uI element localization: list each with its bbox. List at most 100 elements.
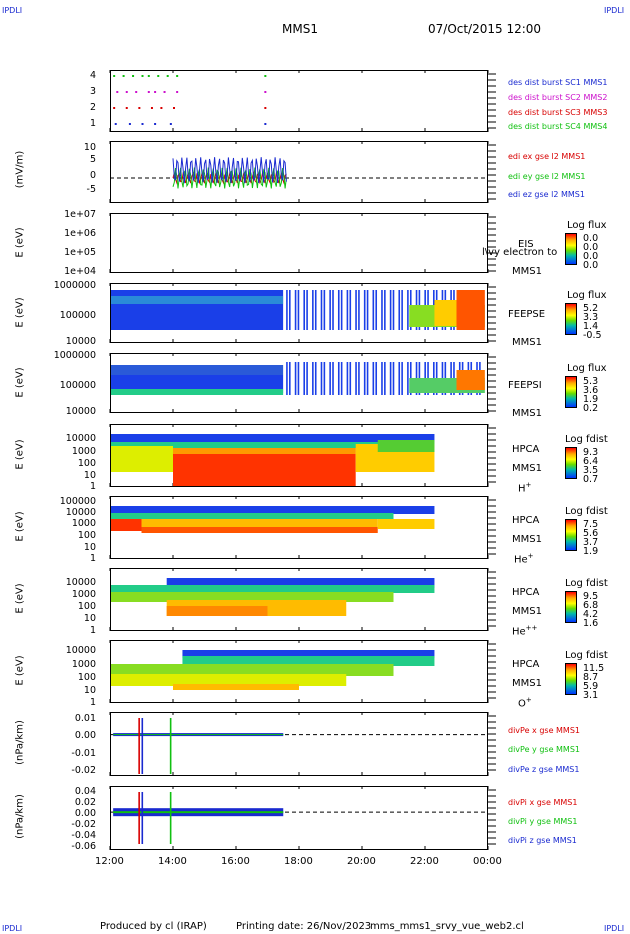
xtick-1400: 14:00 (158, 856, 187, 867)
xtick-2200: 22:00 (410, 856, 439, 867)
feepse-strip-13 (320, 290, 323, 330)
burst-point-1-6 (176, 91, 179, 93)
burst-point-1-1 (125, 91, 128, 93)
feepsi-strip-0 (283, 362, 285, 395)
hpca-o-instrument: HPCA (512, 659, 540, 670)
burst-point-3-0 (114, 123, 117, 125)
feepse-strip-20 (340, 290, 343, 330)
edi-ytick-m5: -5 (86, 184, 96, 195)
divpi-ytick-m004: -0.04 (71, 830, 96, 841)
hpca-hepp-band-lower (166, 606, 268, 616)
footer-produced-by: Produced by cl (IRAP) (100, 921, 207, 932)
hpca-hepp-band-cyan (111, 585, 435, 593)
feepsi-strip-30 (369, 362, 372, 395)
feepsi-cbar-v0: 5.3 (583, 376, 599, 387)
burst-point-2-2 (138, 107, 141, 109)
burst-ytick-4: 4 (89, 70, 96, 81)
hpca-o-cbar-v3: 3.1 (583, 690, 599, 701)
feepse-strip-31 (372, 290, 375, 330)
feepsi-strip-36 (386, 362, 389, 395)
edi-trace-1 (172, 167, 287, 189)
hpca-o-species: O+ (518, 696, 532, 709)
divpe-spike-2 (169, 718, 172, 774)
hpca-hepp-ytick-10000: 10000 (65, 577, 96, 588)
feepsi-instrument: FEEPSI (508, 380, 542, 391)
hpca-o-colorbar (565, 663, 577, 695)
feepsi-strip-21 (343, 362, 346, 395)
hpca-o-cbar-v0: 11.5 (583, 663, 605, 674)
burst-point-1-0 (116, 91, 119, 93)
hpca-he-ytick-1: 1 (89, 553, 96, 564)
eis-colorbar (565, 233, 577, 265)
feepsi-strip-16 (329, 362, 331, 395)
feepsi-strip-17 (332, 362, 334, 395)
eis-cbar-title: Log flux (567, 220, 607, 231)
burst-point-0-3 (141, 75, 144, 77)
feepsi-strip-3 (291, 362, 294, 395)
hpca-o-spacecraft: MMS1 (512, 678, 542, 689)
burst-point-2-0 (113, 107, 116, 109)
feepsi-strip-34 (381, 362, 383, 395)
hpca-h-ytick-100: 100 (77, 458, 96, 469)
hpca-h-cbar-v3: 0.7 (583, 474, 599, 485)
feepse-strip-1 (286, 290, 288, 330)
feepse-instrument: FEEPSE (508, 309, 546, 320)
feepsi-strip-40 (398, 362, 401, 395)
hpca-o-cbar-title: Log fdist (565, 650, 608, 661)
burst-point-0-0 (113, 75, 116, 77)
feepse-strip-19 (337, 290, 340, 330)
burst-point-1-5 (163, 91, 166, 93)
divpi-ytick-004: 0.04 (74, 786, 96, 797)
burst-point-0-4 (147, 75, 150, 77)
divpi-ytick-m002: -0.02 (71, 819, 96, 830)
feepsi-strip-22 (346, 362, 349, 395)
hpca-o-band-main (111, 674, 347, 686)
burst-point-1-7 (264, 91, 267, 93)
eis-cbar-v3: 0.0 (583, 260, 599, 271)
hpca-h-band-top (111, 434, 435, 442)
burst-ytick-1: 1 (89, 118, 96, 129)
feepsi-strip-41 (401, 362, 403, 395)
feepsi-cbar-v1: 3.6 (583, 385, 599, 396)
feepse-strip-32 (375, 290, 378, 330)
feepsi-strip-33 (378, 362, 380, 395)
xtick-1800: 18:00 (284, 856, 313, 867)
feepsi-strip-39 (395, 362, 398, 395)
eis-instrument: EIS (518, 239, 534, 250)
burst-point-0-5 (157, 75, 160, 77)
edi-trace-2 (172, 157, 287, 184)
hpca-hepp-ytick-100: 100 (77, 601, 96, 612)
feepsi-strip-43 (407, 362, 409, 395)
xtick-1600: 16:00 (221, 856, 250, 867)
feepse-strip-28 (363, 290, 366, 330)
hpca-he-instrument: HPCA (512, 515, 540, 526)
feepsi-strip-37 (389, 362, 392, 395)
eis-instrument-overlap: l\vy electron to (482, 247, 558, 258)
feepse-strip-25 (355, 290, 357, 330)
hpca-h-ytick-1: 1 (89, 481, 96, 492)
xtick-2000: 20:00 (347, 856, 376, 867)
feepse-strip-7 (303, 290, 306, 330)
burst-legend-sc1: des dist burst SC1 MMS1 (508, 78, 608, 87)
footer-printing-date: Printing date: 26/Nov/2023 (236, 921, 372, 932)
burst-point-3-2 (141, 123, 144, 125)
burst-point-3-1 (128, 123, 131, 125)
feepsi-strip-27 (361, 362, 363, 395)
burst-point-1-3 (147, 91, 150, 93)
feepse-strip-9 (309, 290, 311, 330)
feepsi-strip-29 (366, 362, 369, 395)
hpca-h-band-late-green (377, 440, 435, 452)
hpca-hepp-cbar-v1: 6.8 (583, 600, 599, 611)
feepsi-spacecraft: MMS1 (512, 408, 542, 419)
hpca-he-cbar-v3: 1.9 (583, 546, 599, 557)
hpca-hepp-cbar-title: Log fdist (565, 578, 608, 589)
edi-ytick-10: 10 (83, 142, 96, 153)
hpca-hepp-species: He++ (512, 624, 537, 637)
hpca-o-band-top (182, 650, 435, 658)
divpe-ytick-001: 0.01 (74, 713, 96, 724)
eis-cbar-v0: 0.0 (583, 233, 599, 244)
feepsi-strip-31 (372, 362, 375, 395)
feepse-strip-43 (407, 290, 409, 330)
feepsi-strip-23 (349, 362, 352, 395)
